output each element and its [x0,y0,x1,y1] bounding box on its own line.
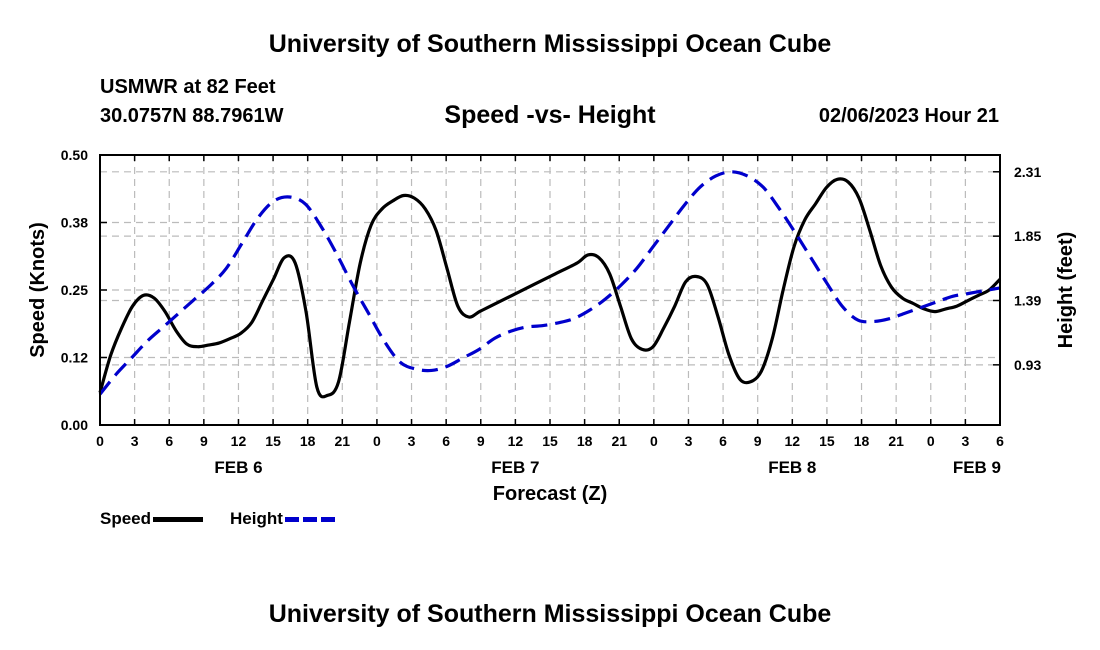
station-label: USMWR at 82 Feet [100,76,276,98]
x-tick-label: 18 [577,433,593,449]
x-tick-label: 6 [165,433,173,449]
x-tick-label: 9 [200,433,208,449]
x-tick-label: 6 [719,433,727,449]
x-tick-label: 3 [131,433,139,449]
legend-speed-label: Speed [100,509,152,528]
x-tick-label: 15 [542,433,558,449]
x-tick-label: 12 [785,433,801,449]
x-tick-label: 3 [961,433,969,449]
y-axis-label: Speed (Knots) [27,222,49,358]
y-tick-label: 0.12 [61,350,88,366]
forecast-datetime: 02/06/2023 Hour 21 [818,105,999,127]
y-tick-label: 0.38 [61,215,88,231]
legend-height-label: Height [230,509,283,528]
x-tick-label: 18 [300,433,316,449]
legend-speed: Speed [100,509,204,529]
x-tick-label: 9 [477,433,485,449]
x-tick-label: 12 [231,433,247,449]
legend-height: Height [230,509,335,529]
day-label: FEB 7 [491,458,539,477]
x-tick-label: 0 [96,433,104,449]
x-tick-label: 0 [927,433,935,449]
x-tick-label: 6 [442,433,450,449]
x-tick-label: 18 [854,433,870,449]
x-tick-label: 12 [508,433,524,449]
grid [99,154,1001,426]
y2-tick-label: 1.39 [1014,292,1041,308]
day-label: FEB 8 [768,458,816,477]
x-tick-label: 3 [685,433,693,449]
day-label: FEB 9 [953,458,1001,477]
speed-series-line [98,177,1002,399]
x-tick-label: 0 [650,433,658,449]
x-tick-label: 0 [373,433,381,449]
height-series-line [98,170,1001,396]
chart-title: Speed -vs- Height [444,101,656,129]
x-tick-label: 21 [611,433,627,449]
tick-labels: 0 3 6 9 12 15 18 21 0 3 6 9 12 15 18 21 0 3 6 9 12 15 18 21 0 3 6 F… [61,147,1042,477]
y2-axis-label: Height (feet) [1055,232,1077,349]
y-tick-label: 0.25 [61,282,88,298]
y-tick-label: 0.00 [61,417,88,433]
y2-tick-label: 1.85 [1014,228,1041,244]
x-tick-label: 15 [265,433,281,449]
x-tick-label: 21 [335,433,351,449]
x-tick-label: 15 [819,433,835,449]
x-axis-label: Forecast (Z) [493,483,607,505]
x-tick-label: 6 [996,433,1004,449]
y2-tick-label: 2.31 [1014,164,1041,180]
y-tick-label: 0.50 [61,147,88,163]
station-coordinates: 30.0757N 88.7961W [100,105,284,127]
ticks [99,154,1001,426]
series-layer [98,170,1002,399]
y2-tick-label: 0.93 [1014,357,1041,373]
day-label: FEB 6 [214,458,262,477]
x-tick-label: 21 [888,433,904,449]
x-tick-label: 3 [408,433,416,449]
footer-title: University of Southern Mississippi Ocean… [268,600,832,628]
x-tick-label: 9 [754,433,762,449]
page-title: University of Southern Mississippi Ocean… [268,30,832,58]
legend-speed-swatch [153,516,204,522]
legend-height-swatch [284,516,335,522]
